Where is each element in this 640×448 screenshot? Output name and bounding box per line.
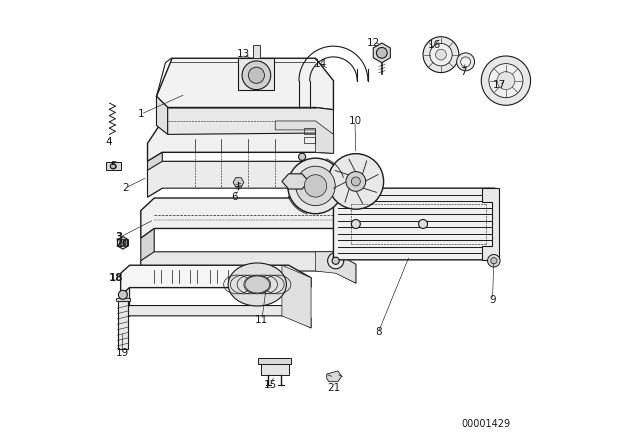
Circle shape xyxy=(288,158,343,214)
Text: 10: 10 xyxy=(348,116,362,126)
Polygon shape xyxy=(316,252,356,283)
Polygon shape xyxy=(157,58,333,110)
Text: 13: 13 xyxy=(237,49,250,59)
Polygon shape xyxy=(148,121,333,161)
Circle shape xyxy=(497,72,515,90)
Polygon shape xyxy=(239,58,275,90)
Polygon shape xyxy=(141,228,154,280)
Circle shape xyxy=(110,164,116,169)
Circle shape xyxy=(457,53,474,71)
Text: 11: 11 xyxy=(255,315,268,325)
Text: 1: 1 xyxy=(138,109,144,119)
Text: 12: 12 xyxy=(367,38,380,47)
Circle shape xyxy=(376,47,387,58)
Polygon shape xyxy=(333,188,499,260)
Circle shape xyxy=(461,57,470,67)
Polygon shape xyxy=(282,174,309,189)
Text: 4: 4 xyxy=(105,138,112,147)
Ellipse shape xyxy=(228,263,287,306)
Circle shape xyxy=(423,37,459,73)
Circle shape xyxy=(332,257,339,264)
Text: 5: 5 xyxy=(109,161,116,171)
Polygon shape xyxy=(116,298,130,301)
Circle shape xyxy=(481,56,531,105)
Polygon shape xyxy=(233,178,244,187)
Polygon shape xyxy=(327,371,342,382)
Text: 18: 18 xyxy=(109,273,124,283)
Circle shape xyxy=(488,254,500,267)
Circle shape xyxy=(351,177,360,186)
Circle shape xyxy=(120,240,126,246)
Polygon shape xyxy=(148,152,163,197)
Text: 16: 16 xyxy=(428,40,441,50)
Polygon shape xyxy=(157,96,168,134)
Circle shape xyxy=(346,172,365,191)
Polygon shape xyxy=(118,301,128,349)
Text: 20: 20 xyxy=(115,239,129,249)
Polygon shape xyxy=(282,265,311,328)
Circle shape xyxy=(351,220,360,228)
Text: 8: 8 xyxy=(375,327,381,337)
Polygon shape xyxy=(482,188,499,260)
Polygon shape xyxy=(141,198,356,238)
Circle shape xyxy=(118,290,127,299)
Circle shape xyxy=(328,154,383,209)
Circle shape xyxy=(242,61,271,90)
Polygon shape xyxy=(121,288,130,323)
Circle shape xyxy=(419,220,428,228)
Text: 14: 14 xyxy=(314,59,326,69)
Ellipse shape xyxy=(245,276,269,293)
Polygon shape xyxy=(302,172,356,190)
Polygon shape xyxy=(253,45,260,58)
Text: 17: 17 xyxy=(493,80,506,90)
Polygon shape xyxy=(118,237,128,249)
Circle shape xyxy=(328,253,344,269)
Polygon shape xyxy=(261,364,289,375)
Text: 15: 15 xyxy=(264,380,277,390)
Text: 6: 6 xyxy=(232,192,238,202)
Polygon shape xyxy=(373,43,390,63)
Circle shape xyxy=(430,43,452,66)
Circle shape xyxy=(491,258,497,264)
Text: 2: 2 xyxy=(122,183,129,193)
Circle shape xyxy=(248,67,264,83)
Polygon shape xyxy=(106,162,121,170)
Polygon shape xyxy=(121,306,311,328)
Text: 7: 7 xyxy=(460,67,467,77)
Text: 19: 19 xyxy=(115,348,129,358)
Text: 3: 3 xyxy=(116,233,123,242)
Polygon shape xyxy=(121,265,311,296)
Polygon shape xyxy=(258,358,291,364)
Circle shape xyxy=(489,64,523,98)
Polygon shape xyxy=(141,252,356,283)
Text: 21: 21 xyxy=(327,383,340,392)
Text: 00001429: 00001429 xyxy=(461,419,510,429)
Circle shape xyxy=(298,153,306,160)
Polygon shape xyxy=(275,121,333,153)
Text: 9: 9 xyxy=(489,295,496,305)
Circle shape xyxy=(296,166,335,206)
Circle shape xyxy=(305,175,326,197)
Circle shape xyxy=(436,49,446,60)
Polygon shape xyxy=(148,161,333,198)
Polygon shape xyxy=(168,108,333,134)
